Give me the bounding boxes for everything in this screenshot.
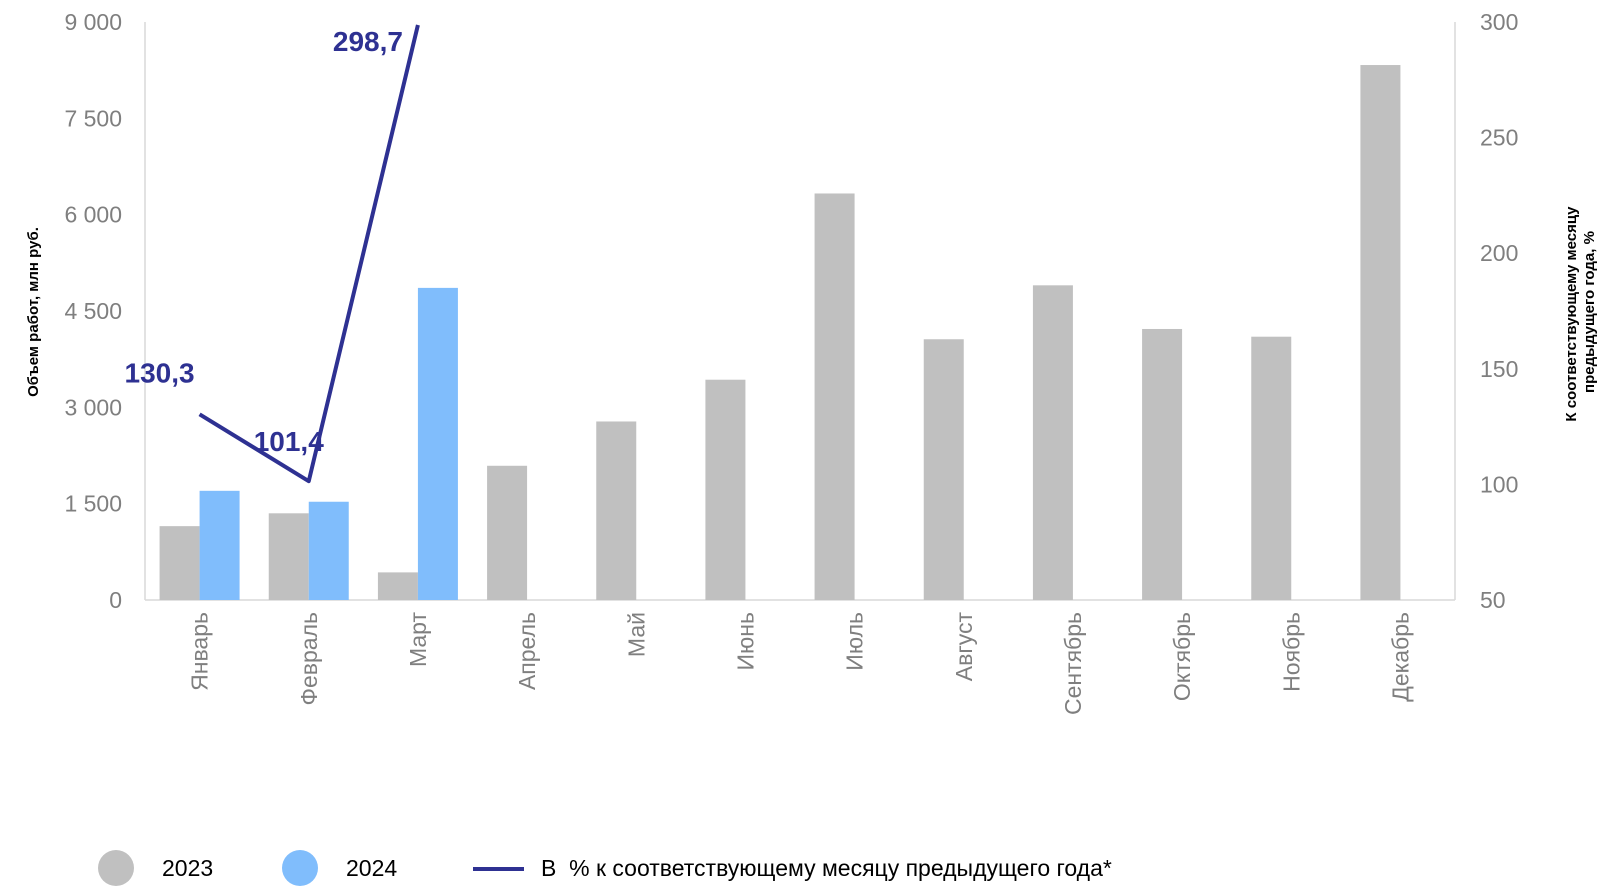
x-category-label: Ноябрь	[1278, 612, 1304, 692]
x-category-labels: Январь Февраль Март Апрель Май Июнь Июль Август…	[187, 612, 1414, 716]
axes-group	[144, 22, 1456, 601]
y-left-tick-label: 9 000	[64, 9, 122, 35]
bar-2023	[1142, 328, 1183, 600]
bar-2023	[923, 339, 964, 600]
line-data-label: 298,7	[333, 26, 403, 57]
y-right-tick-label: 50	[1480, 587, 1506, 613]
y-left-tick-label: 4 500	[64, 298, 122, 324]
y-left-tick-label: 0	[109, 587, 122, 613]
x-category-label: Октябрь	[1169, 612, 1195, 701]
bar-2024	[417, 287, 458, 600]
y-right-tick-label: 100	[1480, 471, 1518, 497]
bar-2024	[308, 501, 349, 600]
x-category-label: Февраль	[296, 612, 322, 705]
legend-swatch-2023	[98, 850, 134, 886]
line-data-label: 101,4	[254, 426, 324, 457]
x-category-label: Апрель	[514, 612, 540, 690]
line-data-label: 130,3	[125, 357, 195, 388]
x-category-label: Январь	[187, 612, 213, 691]
data-labels-group: 130,3 101,4 298,7	[125, 26, 403, 457]
legend-label-2024: 2024	[346, 855, 397, 881]
bar-2023	[159, 526, 200, 600]
line-series-group	[198, 24, 420, 484]
x-category-label: Июнь	[732, 612, 758, 670]
y-right-tick-label: 150	[1480, 356, 1518, 382]
x-category-label: Март	[405, 612, 431, 667]
bar-2023	[487, 465, 528, 600]
x-category-label: Декабрь	[1387, 612, 1413, 702]
x-category-label: Июль	[842, 612, 868, 671]
y-left-tick-label: 7 500	[64, 105, 122, 131]
legend-swatch-2024	[282, 850, 318, 886]
bars-group	[159, 65, 1401, 601]
bar-2024	[199, 490, 240, 600]
y-right-axis-title-line1: К соответствующему месяцу	[1563, 206, 1580, 422]
x-category-label: Август	[951, 612, 977, 682]
x-category-label: Май	[623, 612, 649, 657]
bar-2023	[268, 513, 309, 600]
bar-2023	[377, 572, 418, 600]
bar-2023	[814, 193, 855, 600]
bar-2023	[1251, 336, 1292, 600]
y-left-ticks: 0 1 500 3 000 4 500 6 000 7 500 9 000	[64, 9, 122, 613]
bar-2023	[1360, 65, 1401, 601]
y-left-tick-label: 1 500	[64, 491, 122, 517]
x-category-label: Сентябрь	[1060, 612, 1086, 715]
y-right-tick-label: 300	[1480, 9, 1518, 35]
legend-label-percent: В % к соответствующему месяцу предыдущег…	[541, 855, 1112, 881]
legend-item-2023: 2023	[98, 850, 213, 886]
line-percent	[198, 24, 420, 484]
y-right-axis-title-line2: предыдущего года, %	[1581, 231, 1598, 393]
bar-2023	[1032, 285, 1073, 600]
y-right-tick-label: 250	[1480, 125, 1518, 151]
bar-2023	[596, 421, 637, 600]
y-right-tick-label: 200	[1480, 240, 1518, 266]
y-left-tick-label: 3 000	[64, 394, 122, 420]
y-left-axis-title: Объем работ, млн руб.	[25, 227, 42, 397]
bar-2023	[705, 379, 746, 600]
legend-item-2024: 2024	[282, 850, 397, 886]
legend: 2023 2024 В % к соответствующему месяцу …	[98, 850, 1112, 886]
legend-label-2023: 2023	[162, 855, 213, 881]
legend-item-percent: В % к соответствующему месяцу предыдущег…	[473, 855, 1112, 881]
y-right-ticks: 50 100 150 200 250 300	[1480, 9, 1518, 613]
y-left-tick-label: 6 000	[64, 202, 122, 228]
y-right-axis-title: К соответствующему месяцу предыдущего го…	[1563, 202, 1598, 421]
